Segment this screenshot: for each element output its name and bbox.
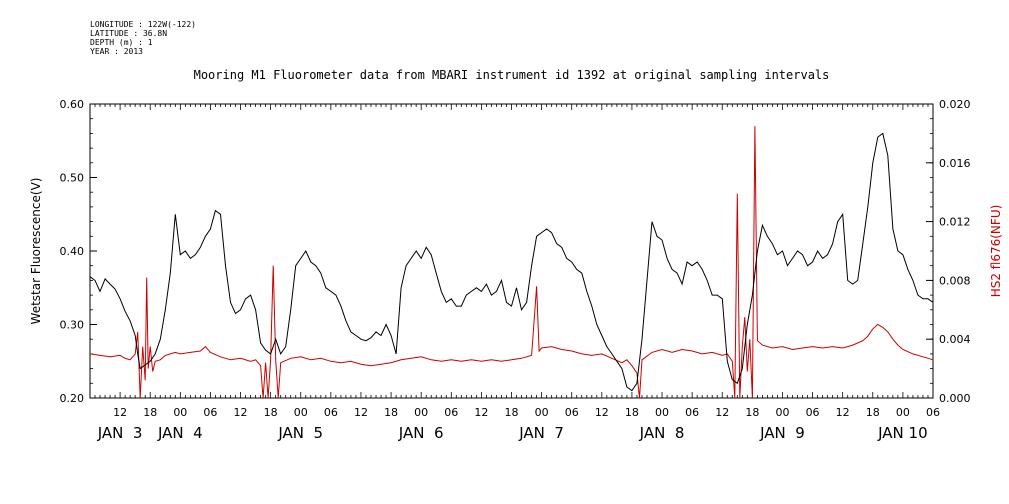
x-tick-label: 12 <box>595 406 609 419</box>
y-right-tick-label: 0.012 <box>939 216 971 229</box>
x-tick-label: 06 <box>444 406 458 419</box>
x-tick-label: 12 <box>474 406 488 419</box>
y-left-tick-label: 0.50 <box>60 172 85 185</box>
x-tick-label: 06 <box>685 406 699 419</box>
x-tick-label: 18 <box>745 406 759 419</box>
y-left-tick-label: 0.60 <box>60 98 85 111</box>
x-tick-label: 06 <box>324 406 338 419</box>
y-right-tick-label: 0.016 <box>939 157 971 170</box>
depth-label: DEPTH (m) : 1 <box>90 38 153 47</box>
y-left-tick-label: 0.20 <box>60 392 85 405</box>
plot-frame <box>89 103 934 399</box>
x-tick-label: 06 <box>806 406 820 419</box>
y-right-tick-label: 0.004 <box>939 333 971 346</box>
x-day-label: JAN 9 <box>759 424 805 442</box>
series-hs2-line <box>89 126 934 399</box>
latitude-label: LATITUDE : 36.8N <box>90 29 168 38</box>
y-left-axis-title: Wetstar Fluorescence(V) <box>29 178 43 325</box>
y-right-axis-title: HS2 fl676(NFU) <box>989 205 1003 298</box>
x-day-label: JAN 5 <box>277 424 323 442</box>
x-day-label: JAN 4 <box>157 424 203 442</box>
x-tick-label: 00 <box>896 406 910 419</box>
y-right-tick-label: 0.020 <box>939 98 971 111</box>
x-tick-label: 18 <box>264 406 278 419</box>
x-tick-label: 18 <box>625 406 639 419</box>
y-right-tick-label: 0.008 <box>939 274 971 287</box>
y-left-tick-label: 0.30 <box>60 319 85 332</box>
y-right-tick-label: 0.000 <box>939 392 971 405</box>
x-tick-label: 00 <box>775 406 789 419</box>
x-tick-label: 12 <box>234 406 248 419</box>
x-tick-label: 12 <box>836 406 850 419</box>
chart-title: Mooring M1 Fluorometer data from MBARI i… <box>193 68 830 82</box>
x-day-label: JAN 6 <box>398 424 444 442</box>
x-tick-label: 06 <box>565 406 579 419</box>
x-day-label: JAN 10 <box>877 424 928 442</box>
metadata-block: LONGITUDE : 122W(-122) LATITUDE : 36.8N … <box>90 20 196 56</box>
longitude-label: LONGITUDE : 122W(-122) <box>90 20 196 29</box>
x-tick-label: 00 <box>535 406 549 419</box>
x-tick-label: 06 <box>203 406 217 419</box>
series-wetstar-line <box>89 132 934 392</box>
year-label: YEAR : 2013 <box>90 47 143 56</box>
x-tick-label: 00 <box>173 406 187 419</box>
x-tick-label: 00 <box>655 406 669 419</box>
x-tick-label: 18 <box>143 406 157 419</box>
x-day-label: JAN 8 <box>639 424 685 442</box>
x-tick-label: 18 <box>505 406 519 419</box>
x-tick-label: 18 <box>866 406 880 419</box>
x-tick-label: 12 <box>113 406 127 419</box>
x-tick-label: 00 <box>294 406 308 419</box>
x-tick-label: 12 <box>354 406 368 419</box>
x-tick-label: 06 <box>926 406 940 419</box>
y-left-tick-label: 0.40 <box>60 245 85 258</box>
x-tick-label: 18 <box>384 406 398 419</box>
x-day-label: JAN 7 <box>518 424 564 442</box>
x-tick-label: 00 <box>414 406 428 419</box>
x-day-label: JAN 3 <box>97 424 143 442</box>
x-tick-label: 12 <box>715 406 729 419</box>
